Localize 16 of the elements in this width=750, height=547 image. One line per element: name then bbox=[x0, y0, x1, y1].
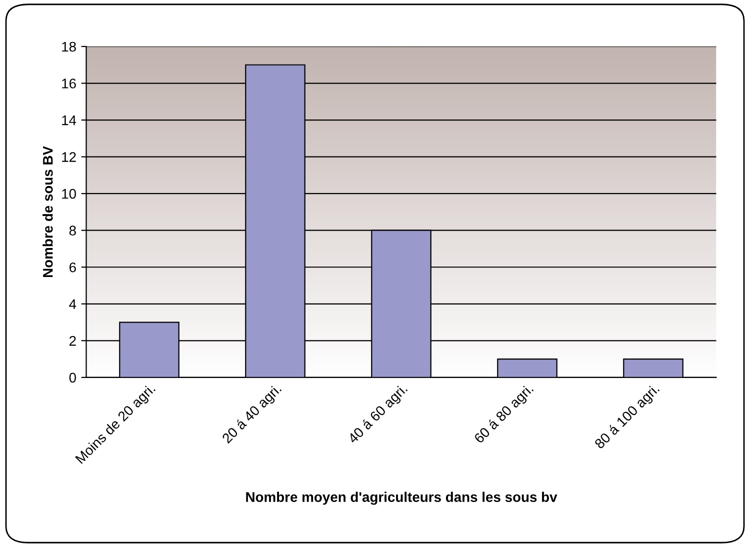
y-tick-label: 16 bbox=[62, 78, 76, 88]
y-tick-label: 10 bbox=[62, 188, 76, 199]
x-tick-label: 20 á 40 agri. bbox=[221, 383, 284, 446]
y-tick-label: 4 bbox=[69, 299, 76, 309]
y-tick-label: 8 bbox=[69, 226, 76, 236]
y-axis-title: Nombre de sous BV bbox=[42, 146, 53, 278]
x-tick-label: 80 á 100 agri. bbox=[594, 383, 662, 452]
x-tick-label: 60 á 80 agri. bbox=[473, 383, 536, 446]
y-tick-label: 6 bbox=[70, 262, 76, 272]
y-tick-label: 18 bbox=[62, 42, 76, 52]
y-tick-label: 0 bbox=[69, 372, 76, 383]
x-tick-label: 40 á 60 agri. bbox=[346, 383, 410, 446]
y-tick-label: 2 bbox=[70, 336, 76, 346]
y-tick-label: 14 bbox=[62, 116, 76, 126]
y-tick-label: 12 bbox=[62, 152, 76, 162]
x-axis-title: Nombre moyen d'agriculteurs dans les sous bv bbox=[246, 492, 558, 505]
